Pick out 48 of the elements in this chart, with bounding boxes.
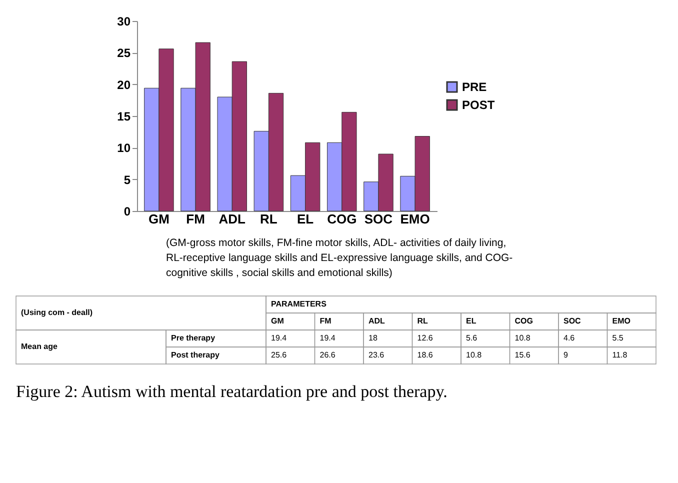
text: Mean age [21, 342, 58, 351]
text: (Using com - deall) [21, 308, 93, 317]
y-tick-label: 0 [124, 204, 131, 218]
x-tick-label: ADL [368, 316, 386, 326]
x-tick-label: EL [296, 212, 314, 226]
legend-label: PRE [462, 80, 487, 94]
x-tick-label: ADL [218, 212, 246, 226]
data-label: 10.8 [514, 334, 531, 342]
data-label: 12.6 [417, 334, 434, 342]
x-axis-title: PARAMETERS [271, 300, 328, 308]
x-tick-label: FM [186, 212, 205, 226]
data-label: 25.6 [271, 350, 288, 360]
y-tick-label: 20 [117, 78, 131, 92]
y-tick-label: 30 [117, 14, 131, 28]
y-tick-label: Post therapy [171, 350, 220, 360]
x-tick-label: GM [271, 316, 284, 326]
x-tick-label: EMO [400, 212, 430, 226]
y-tick-label: 25 [117, 46, 131, 60]
legend-label: POST [462, 98, 496, 112]
data-label: 18 [368, 334, 378, 342]
data-label: 5.5 [612, 334, 624, 342]
data-label: 11.8 [612, 350, 628, 360]
x-tick-label: SOC [564, 316, 582, 326]
x-tick-label: COG [327, 212, 357, 226]
y-tick-label: 15 [117, 110, 131, 124]
data-label: 23.6 [368, 350, 385, 360]
y-tick-label: 10 [117, 141, 131, 156]
y-tick-label: 5 [124, 172, 131, 187]
data-label: 26.6 [320, 350, 336, 360]
data-label: 4.6 [564, 334, 576, 342]
text: Figure 2: Autism with mental reatardation pre and post therapy. [16, 382, 448, 401]
data-label: 9 [564, 350, 568, 360]
text: (GM-gross motor skills, FM-fine motor skills, ADL- activities of daily living, RL-receptive language skills and EL-expressive language skills, and COG-cognitive skills , social skills and emotional skills) [166, 237, 514, 279]
data-label: 18.6 [417, 350, 434, 360]
x-tick-label: GM [148, 212, 170, 226]
data-label: 19.4 [271, 334, 288, 342]
data-label: 15.6 [514, 350, 531, 360]
x-tick-label: EMO [612, 316, 630, 326]
data-label: 5.6 [466, 334, 478, 342]
data-label: 10.8 [466, 350, 482, 360]
x-tick-label: RL [260, 212, 278, 226]
x-tick-label: RL [417, 316, 428, 326]
y-tick-label: Pre therapy [171, 334, 216, 342]
x-tick-label: EL [466, 316, 476, 326]
x-tick-label: COG [514, 316, 533, 326]
x-tick-label: FM [320, 316, 332, 326]
data-label: 19.4 [320, 334, 336, 342]
x-tick-label: SOC [364, 212, 394, 226]
